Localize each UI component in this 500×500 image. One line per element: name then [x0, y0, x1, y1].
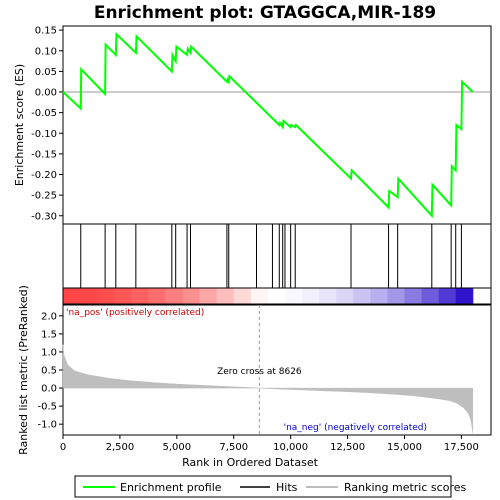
ranking-y-tick-label: 2.0 [41, 311, 57, 322]
ranking-panel: 2.0 1.5 1.0 0.5 0.0 -0.5 -1.0 Zero cross at 86… [17, 285, 492, 469]
legend-enrichment-label: Enrichment profile [120, 481, 222, 494]
enrichment-y-tick-label: -0.05 [31, 108, 57, 119]
color-bar-segment [165, 288, 184, 304]
color-bar-segment [336, 288, 354, 304]
color-bar-segment [455, 288, 474, 304]
negative-correlation-label: 'na_neg' (negatively correlated) [284, 423, 427, 433]
enrichment-y-tick-label: 0.00 [35, 88, 57, 99]
color-bar-segment [148, 288, 166, 304]
color-bar-segment [97, 288, 115, 304]
color-bar-segment [370, 288, 388, 304]
color-bar-segment [404, 288, 423, 304]
hits-plot-frame [62, 223, 492, 289]
ranking-x-tick-label: 0 [60, 442, 66, 453]
ranking-y-axis-label: Ranked list metric (PreRanked) [17, 285, 30, 455]
ranking-x-axis-label: Rank in Ordered Dataset [182, 456, 319, 469]
ranking-y-tick-label: 0.0 [41, 384, 57, 395]
color-bar-segment [421, 288, 440, 304]
enrichment-y-tick-label: -0.25 [31, 191, 57, 202]
hit-lines [80, 224, 462, 288]
enrichment-y-tick-label: 0.05 [35, 67, 57, 78]
color-bar-segment [63, 288, 81, 304]
enrichment-y-ticks: 0.15 0.10 0.05 0.00 -0.05 -0.10 -0.15 -0.20 -0.2… [31, 26, 63, 222]
color-bar-segment [233, 288, 252, 304]
ranking-y-ticks: 2.0 1.5 1.0 0.5 0.0 -0.5 -1.0 [37, 311, 63, 431]
color-bar-segment [199, 288, 218, 304]
color-bar-segment [216, 288, 235, 304]
color-bar-frame [62, 287, 492, 305]
enrichment-profile-line [62, 32, 474, 219]
ranking-x-tick-label: 12,500 [330, 442, 365, 453]
legend-ranking-label: Ranking metric scores [344, 481, 466, 494]
ranking-x-ticks: 0 2,500 5,000 7,500 10,000 12,500 15,000 17,500 [60, 435, 479, 453]
enrichment-y-tick-label: -0.30 [31, 211, 57, 222]
color-bar-segment [353, 288, 371, 304]
ranking-y-tick-label: -0.5 [37, 402, 57, 413]
ranking-plot-frame [62, 304, 492, 436]
ranking-x-tick-label: 5,000 [163, 442, 192, 453]
color-bar-segment [182, 288, 201, 304]
ranking-x-tick-label: 10,000 [273, 442, 308, 453]
color-bar-segment [302, 288, 320, 304]
enrichment-y-tick-label: -0.20 [31, 170, 57, 181]
ranking-x-tick-label: 15,000 [387, 442, 422, 453]
enrichment-y-tick-label: -0.15 [31, 149, 57, 160]
color-bar-segment [438, 288, 457, 304]
color-bar-segment [80, 288, 98, 304]
chart-title: Enrichment plot: GTAGGCA,MIR-189 [94, 3, 436, 23]
ranking-metric-area [62, 344, 474, 434]
enrichment-y-tick-label: 0.15 [35, 26, 57, 37]
color-bar-segment [250, 288, 269, 304]
ranking-y-tick-label: 1.5 [41, 329, 57, 340]
enrichment-y-tick-label: -0.10 [31, 129, 57, 140]
ranking-y-tick-label: -1.0 [37, 420, 57, 431]
color-bar-segment [131, 288, 149, 304]
rank-color-bar [62, 287, 492, 305]
zero-cross-label: Zero cross at 8626 [217, 367, 302, 377]
ranking-x-tick-label: 7,500 [219, 442, 248, 453]
enrichment-plot-frame [62, 25, 492, 225]
enrichment-y-axis-label: Enrichment score (ES) [13, 64, 26, 186]
ranking-x-tick-label: 17,500 [444, 442, 479, 453]
ranking-x-tick-label: 2,500 [106, 442, 135, 453]
enrichment-panel: 0.15 0.10 0.05 0.00 -0.05 -0.10 -0.15 -0.20 -0.2… [13, 25, 492, 225]
ranking-y-tick-label: 0.5 [41, 366, 57, 377]
hits-panel [62, 223, 492, 289]
legend-hits-label: Hits [276, 481, 298, 494]
color-bar-segment [284, 288, 303, 304]
ranking-y-tick-label: 1.0 [41, 347, 57, 358]
legend: Enrichment profile Hits Ranking metric s… [74, 475, 466, 498]
color-bar-segment [267, 288, 286, 304]
color-bar-segment [387, 288, 405, 304]
enrichment-y-tick-label: 0.10 [35, 46, 57, 57]
color-bar-segment [319, 288, 337, 304]
color-bar-segment [114, 288, 132, 304]
positive-correlation-label: 'na_pos' (positively correlated) [66, 308, 204, 318]
